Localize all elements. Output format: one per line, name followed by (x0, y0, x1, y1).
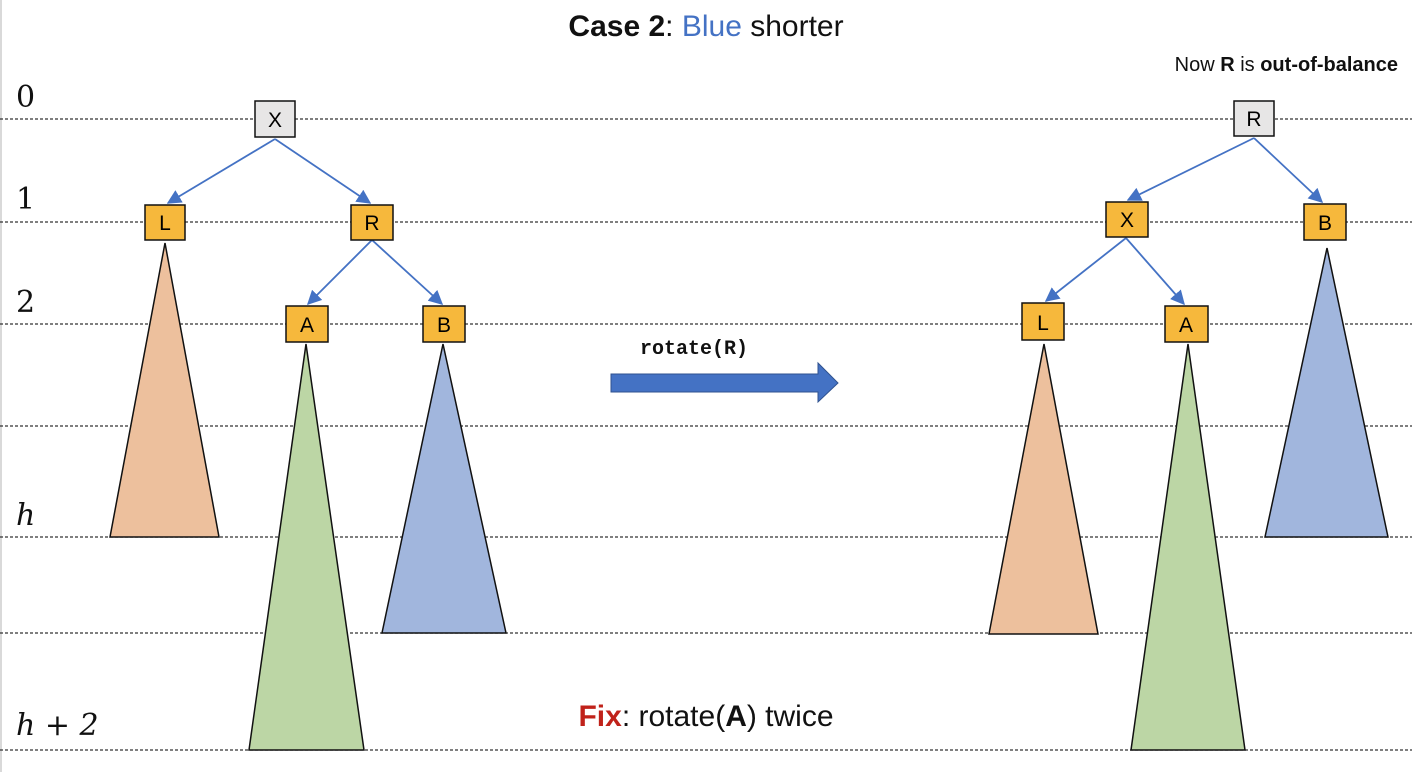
diagram-title: Case 2: Blue shorter (0, 10, 1412, 44)
note-node: R (1220, 54, 1235, 76)
fix-node: A (725, 700, 747, 733)
node-b-after-label: B (1318, 212, 1332, 235)
title-color-word: Blue (681, 10, 742, 43)
node-l-before-label: L (159, 212, 171, 235)
note-middle: is (1234, 54, 1261, 76)
node-r-before-label: R (364, 212, 379, 235)
level-label-1: 1 (16, 182, 36, 217)
node-l-after: L (1021, 302, 1065, 341)
node-b-after: B (1303, 203, 1347, 241)
node-x-after-label: X (1120, 209, 1134, 232)
fix-label: Fix (578, 700, 622, 733)
node-b-before-label: B (437, 314, 451, 337)
rotation-operation-label: rotate(R) (640, 338, 749, 361)
node-x-before-label: X (268, 109, 282, 132)
node-l-before: L (144, 204, 186, 241)
node-x-after: X (1105, 201, 1149, 238)
node-l-after-label: L (1037, 312, 1049, 335)
edges-after (1044, 137, 1324, 306)
fix-text-after: ) twice (746, 700, 834, 733)
title-rest: shorter (741, 10, 844, 43)
rotation-arrow (610, 361, 839, 404)
node-x-before: X (254, 100, 296, 138)
orange-subtree-right (988, 343, 1099, 635)
level-label-h: h (16, 498, 36, 533)
title-colon: : (665, 10, 682, 43)
node-b-before: B (422, 305, 466, 343)
node-a-before: A (285, 305, 329, 343)
green-subtree-right (1130, 343, 1246, 751)
left-border (0, 0, 2, 772)
fix-text-before: : rotate( (621, 700, 726, 733)
blue-subtree-right (1264, 247, 1389, 538)
green-subtree-left (248, 343, 365, 751)
node-a-after-label: A (1179, 314, 1193, 337)
node-r-after: R (1233, 100, 1275, 137)
level-label-2: 2 (16, 285, 36, 320)
node-r-before: R (350, 204, 394, 241)
fix-caption: Fix: rotate(A) twice (0, 700, 1412, 734)
title-case: Case 2 (568, 10, 666, 43)
node-a-after: A (1164, 305, 1209, 343)
orange-subtree-left (109, 242, 220, 538)
note-prefix: Now (1174, 54, 1221, 76)
edges-before (166, 138, 444, 306)
note-emphasis: out-of-balance (1260, 54, 1398, 76)
out-of-balance-note: Now R is out-of-balance (1175, 54, 1398, 77)
level-label-0: 0 (16, 80, 36, 115)
level-label-h-plus-2: h + 2 (16, 708, 99, 743)
node-r-after-label: R (1246, 108, 1261, 131)
node-a-before-label: A (300, 314, 314, 337)
blue-subtree-left (381, 343, 507, 634)
